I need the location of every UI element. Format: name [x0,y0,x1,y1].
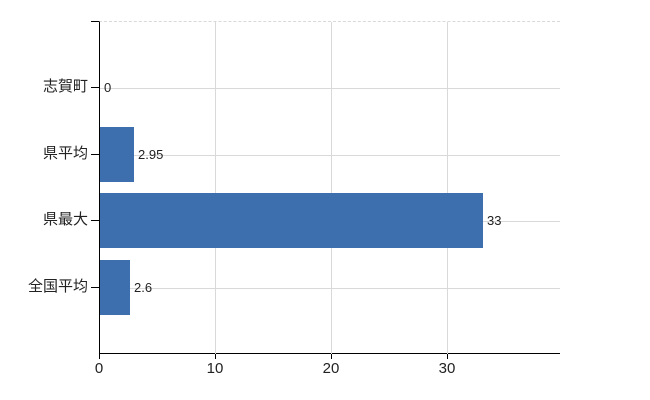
x-axis-tick [215,354,216,359]
bar-value-label: 2.95 [138,147,164,162]
x-axis-tick [331,354,332,359]
x-axis-tick-label: 10 [206,360,224,377]
y-axis-tick [91,220,99,221]
y-axis-end-tick [91,21,99,22]
bar-value-label: 33 [487,213,502,228]
x-axis-tick-label: 20 [322,360,340,377]
bar [100,127,134,182]
y-axis-tick [91,287,99,288]
y-axis-tick [91,87,99,88]
bar-value-label: 2.6 [134,280,153,295]
bar-value-label: 0 [104,80,112,95]
category-gridline [100,88,560,89]
x-gridline [331,22,332,354]
category-gridline [100,288,560,289]
y-axis-category-label: 志賀町 [42,78,88,95]
bar [100,260,130,315]
category-gridline [100,155,560,156]
x-axis-tick-label: 0 [94,360,104,377]
plot-area: 0 2.95 33 2.6 [99,21,560,354]
x-axis-tick [447,354,448,359]
y-axis-category-label: 全国平均 [27,278,88,295]
y-axis-tick [91,154,99,155]
y-axis-category-label: 県最大 [42,211,88,228]
x-axis-tick-label: 30 [438,360,456,377]
x-gridline [215,22,216,354]
bar [100,193,483,248]
y-axis-category-label: 県平均 [42,145,88,162]
x-axis-tick [99,354,100,359]
x-gridline [447,22,448,354]
